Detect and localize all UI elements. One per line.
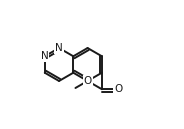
Text: O: O xyxy=(114,84,123,94)
Text: N: N xyxy=(41,51,49,61)
Text: N: N xyxy=(55,43,63,53)
Text: O: O xyxy=(84,76,92,86)
